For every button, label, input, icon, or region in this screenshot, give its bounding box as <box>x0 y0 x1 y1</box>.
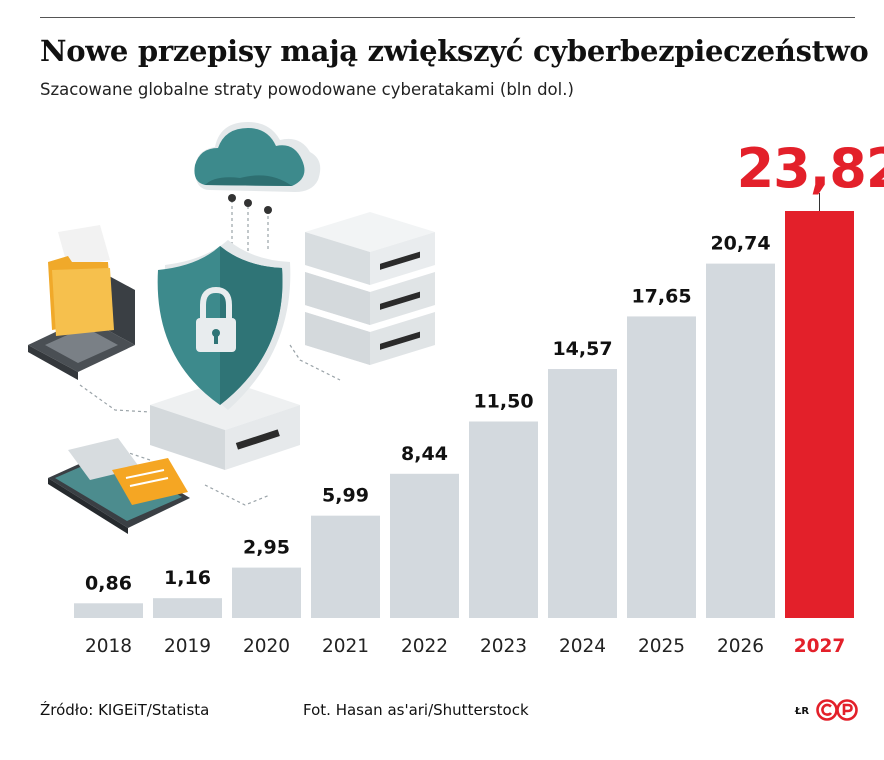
value-label-2025: 17,65 <box>631 285 691 307</box>
category-label-2025: 2025 <box>638 636 685 657</box>
value-label-2020: 2,95 <box>243 537 290 559</box>
bar-2023 <box>469 421 538 618</box>
value-label-2021: 5,99 <box>322 485 369 507</box>
source-note: Źródło: KIGEiT/Statista <box>40 701 210 719</box>
bar-2024 <box>548 369 617 618</box>
bar-2021 <box>311 515 380 618</box>
value-label-2026: 20,74 <box>710 233 770 255</box>
chart-title: Nowe przepisy mają zwiększyć cyberbezpie… <box>40 34 869 68</box>
category-label-2018: 2018 <box>85 636 132 657</box>
shield-base-box <box>150 380 300 470</box>
category-label-2024: 2024 <box>559 636 606 657</box>
publisher-logo-icon <box>816 699 858 721</box>
category-label-2026: 2026 <box>717 636 764 657</box>
category-label-2023: 2023 <box>480 636 527 657</box>
category-label-2022: 2022 <box>401 636 448 657</box>
cloud-icon <box>194 122 321 214</box>
photo-credit: Fot. Hasan as'ari/Shutterstock <box>303 701 529 719</box>
top-rule <box>40 17 855 18</box>
author-initials: ŁR <box>795 706 810 717</box>
bar-2026 <box>706 263 775 618</box>
value-label-2018: 0,86 <box>85 572 132 594</box>
value-label-2024: 14,57 <box>552 338 612 360</box>
value-label-2019: 1,16 <box>164 567 211 589</box>
value-label-2023: 11,50 <box>473 391 533 413</box>
laptop-folder-icon <box>28 225 135 380</box>
value-label-2027: 23,82 <box>737 137 884 200</box>
bar-2019 <box>153 598 222 618</box>
value-label-2022: 8,44 <box>401 443 448 465</box>
smartphone-chat-icon <box>48 438 190 534</box>
category-label-2027: 2027 <box>794 636 846 657</box>
bar-2025 <box>627 316 696 618</box>
server-rack-icon <box>305 212 435 365</box>
bar-2020 <box>232 567 301 618</box>
bar-2022 <box>390 473 459 618</box>
category-label-2021: 2021 <box>322 636 369 657</box>
shield-lock-icon <box>157 240 291 410</box>
bar-2027 <box>785 211 854 618</box>
category-label-2020: 2020 <box>243 636 290 657</box>
bar-2018 <box>74 603 143 618</box>
category-label-2019: 2019 <box>164 636 211 657</box>
cyber-illustration <box>28 122 435 534</box>
chart-subtitle: Szacowane globalne straty powodowane cyb… <box>40 80 574 99</box>
